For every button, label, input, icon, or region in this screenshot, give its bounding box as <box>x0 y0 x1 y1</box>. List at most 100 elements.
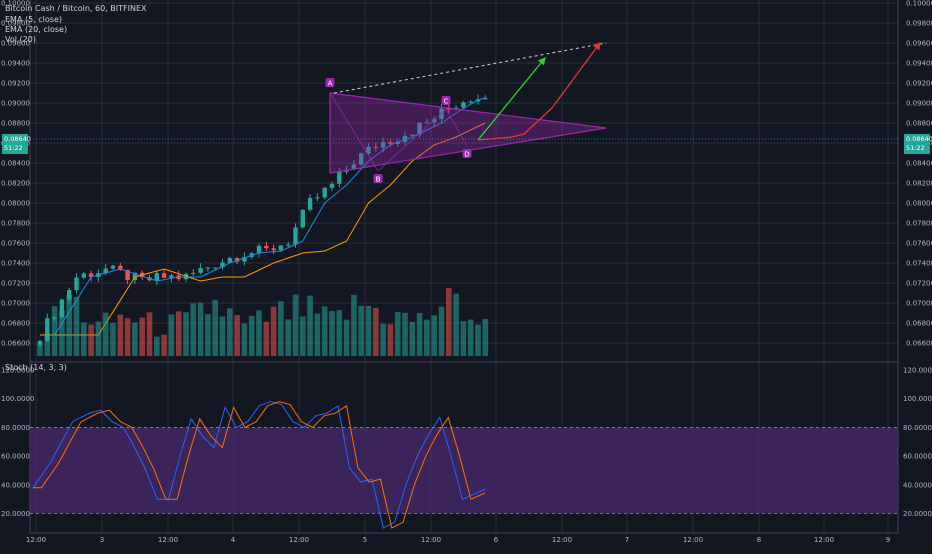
volume-bar <box>329 311 335 356</box>
candle-body <box>373 146 378 148</box>
volume-bar <box>212 299 218 356</box>
stoch-k-line <box>32 401 486 529</box>
candle-body <box>118 265 123 270</box>
candle-body <box>220 262 225 268</box>
candle-body <box>103 268 108 274</box>
price-tick-right: 0.07800 <box>906 220 932 228</box>
candle-body <box>37 341 43 345</box>
volume-bar <box>373 307 379 356</box>
volume-bar <box>270 306 277 356</box>
price-tick-left: 0.07400 <box>1 260 30 268</box>
candle-body <box>264 245 269 249</box>
candle-body <box>256 245 262 254</box>
alternative-projection-arrow[interactable] <box>477 41 601 141</box>
candle-body <box>307 197 313 210</box>
volume-bar <box>475 324 481 356</box>
volume-bar <box>256 310 262 356</box>
price-tick-right: 0.08800 <box>906 120 932 128</box>
pattern-point-label-c: C <box>444 98 449 106</box>
time-tick-label: 12:00 <box>552 536 572 544</box>
stoch-d-line <box>33 401 486 529</box>
pattern-point-label-a: A <box>328 80 333 88</box>
volume-bars <box>37 288 489 356</box>
price-tick-right: 0.07400 <box>906 260 932 268</box>
volume-bar <box>161 334 167 356</box>
price-badge-left <box>2 134 28 154</box>
price-tick-left: 0.07600 <box>1 240 30 248</box>
volume-bar <box>241 323 248 356</box>
volume-bar <box>88 324 94 356</box>
volume-bar <box>431 315 437 356</box>
volume-bar <box>117 314 124 356</box>
candle-body <box>446 108 451 110</box>
candle-body <box>432 119 437 123</box>
volume-bar <box>402 312 408 356</box>
ema5-line <box>40 97 486 336</box>
candle-body <box>424 122 430 124</box>
price-tick-left: 0.09800 <box>1 20 30 28</box>
candle-body <box>410 134 415 136</box>
price-tick-right: 0.09200 <box>906 80 932 88</box>
volume-bar <box>37 343 43 356</box>
time-tick-label: 12:00 <box>421 536 441 544</box>
price-tick-right: 0.09000 <box>906 100 932 108</box>
stoch-band <box>30 427 898 514</box>
time-tick-label: 12:00 <box>289 536 309 544</box>
candle-body <box>322 187 327 198</box>
candle-body <box>110 265 116 269</box>
candle-body <box>45 318 50 341</box>
candle-body <box>161 273 167 278</box>
volume-bar <box>73 296 80 356</box>
price-badge-timer-right: 51:22 <box>906 144 925 152</box>
candle-body <box>315 197 320 199</box>
volume-bar <box>263 321 270 356</box>
candle-body <box>125 269 130 281</box>
candle-body <box>417 122 422 135</box>
stoch-tick-left: 100.0000 <box>1 395 34 403</box>
stoch-tick-left: 80.0000 <box>1 424 30 432</box>
volume-bar <box>44 333 51 356</box>
price-tick-right: 0.07000 <box>906 300 932 308</box>
candle-body <box>191 272 196 274</box>
candle-body <box>74 277 79 291</box>
candle-body <box>300 209 305 228</box>
volume-bar <box>197 302 204 356</box>
volume-bar <box>300 316 306 356</box>
price-badge-value-left: 0.08640 <box>4 135 31 143</box>
bullish-projection-arrow[interactable] <box>477 56 546 141</box>
volume-bar <box>467 319 474 356</box>
indicator-ema5-label: EMA (5, close) <box>5 15 62 24</box>
time-tick-label: 3 <box>100 536 104 544</box>
stoch-tick-right: 120.0000 <box>903 367 932 375</box>
volume-bar <box>358 305 364 356</box>
volume-bar <box>234 314 240 356</box>
price-tick-right: 0.09400 <box>906 60 932 68</box>
volume-bar <box>336 310 343 356</box>
price-tick-left: 0.10000 <box>1 0 30 8</box>
volume-bar <box>446 288 452 356</box>
indicator-volume-label: Vol (20) <box>5 35 36 44</box>
volume-bar <box>51 306 58 356</box>
price-tick-left: 0.09200 <box>1 80 30 88</box>
volume-bar <box>175 311 182 356</box>
price-tick-left: 0.06800 <box>1 320 30 328</box>
candle-body <box>468 101 473 103</box>
candle-body <box>227 258 232 263</box>
price-tick-left: 0.09000 <box>1 100 30 108</box>
candle-body <box>380 142 386 148</box>
volume-bar <box>168 314 175 356</box>
candle-body <box>483 98 488 100</box>
volume-bar <box>438 306 445 356</box>
volume-bar <box>146 312 153 356</box>
volume-bar <box>219 316 226 356</box>
stoch-tick-left: 60.0000 <box>1 453 30 461</box>
candle-body <box>271 248 276 251</box>
candle-body <box>293 227 298 245</box>
upper-dashed-trendline[interactable] <box>333 42 607 94</box>
volume-bar <box>380 323 386 356</box>
price-tick-right: 0.06600 <box>906 340 932 348</box>
candle-body <box>278 245 284 251</box>
candle-body <box>242 257 247 262</box>
